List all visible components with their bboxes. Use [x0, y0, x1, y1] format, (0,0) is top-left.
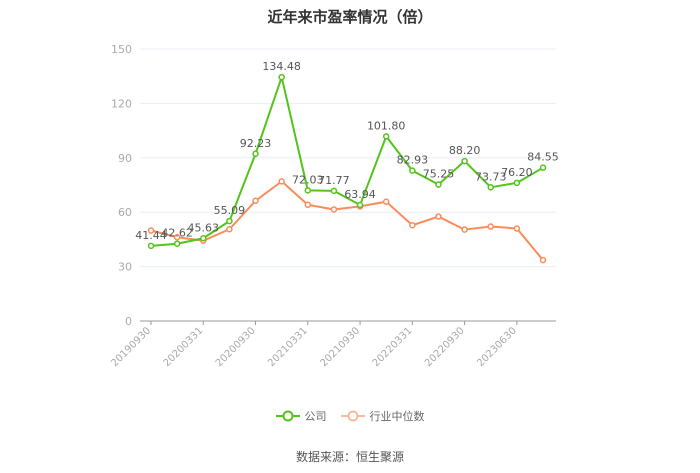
y-tick-label: 150	[111, 43, 132, 56]
data-source: 数据来源：恒生聚源	[295, 450, 404, 464]
legend-item-company[interactable]: 公司	[275, 408, 327, 424]
legend-company-label: 公司	[304, 410, 327, 423]
grid-lines	[140, 48, 556, 268]
legend: 公司 行业中位数	[0, 408, 700, 424]
data-point[interactable]	[147, 242, 155, 250]
data-point[interactable]	[461, 157, 468, 165]
data-label: 45.63	[188, 221, 220, 234]
data-point[interactable]	[382, 198, 390, 205]
data-point[interactable]	[513, 179, 521, 187]
data-point[interactable]	[356, 201, 364, 209]
data-point[interactable]	[435, 181, 442, 188]
data-point[interactable]	[278, 178, 285, 185]
data-label: 84.55	[527, 151, 559, 164]
x-axis	[140, 320, 556, 325]
data-point[interactable]	[435, 213, 442, 220]
data-point[interactable]	[304, 201, 312, 209]
y-tick-label: 120	[111, 97, 132, 110]
data-label: 82.93	[397, 154, 429, 167]
legend-industry-marker-icon	[340, 410, 365, 422]
x-axis-labels: 20190930 20200331 20200930 20210331 20210930…	[109, 325, 519, 369]
chart-title: 近年来市盈率情况（倍）	[267, 8, 433, 26]
legend-item-industry-median[interactable]: 行业中位数	[340, 408, 425, 424]
x-tick-label: 20220930	[423, 325, 467, 369]
x-tick-label: 20200930	[214, 325, 258, 369]
data-label: 76.20	[501, 166, 533, 179]
data-point[interactable]	[304, 187, 312, 194]
data-point[interactable]	[252, 197, 259, 205]
x-tick-label: 20210331	[266, 325, 310, 369]
data-point[interactable]	[409, 222, 416, 229]
x-tick-label: 20190930	[109, 325, 153, 369]
data-label: 71.77	[318, 174, 350, 187]
data-point[interactable]	[487, 184, 494, 191]
data-label: 88.20	[449, 144, 481, 157]
data-label: 92.23	[240, 137, 272, 150]
data-point[interactable]	[539, 256, 547, 264]
data-point[interactable]	[461, 226, 468, 233]
x-tick-label: 20210930	[318, 325, 362, 369]
data-point[interactable]	[513, 225, 521, 232]
data-point[interactable]	[278, 73, 285, 81]
y-tick-label: 30	[118, 261, 132, 274]
x-tick-label: 20220331	[371, 325, 415, 369]
data-point[interactable]	[330, 187, 338, 195]
data-point[interactable]	[173, 233, 181, 241]
data-label: 134.48	[262, 60, 301, 73]
data-label: 73.73	[475, 170, 507, 183]
data-label: 75.25	[423, 168, 455, 181]
x-tick-label: 20230630	[475, 325, 519, 369]
y-tick-label: 90	[118, 152, 132, 165]
x-tick-label: 20200331	[162, 325, 206, 369]
data-point[interactable]	[252, 150, 259, 158]
data-point[interactable]	[226, 217, 233, 225]
data-label: 42.62	[161, 227, 193, 240]
data-point[interactable]	[539, 164, 547, 171]
data-point[interactable]	[382, 133, 390, 140]
data-point[interactable]	[409, 167, 416, 174]
data-point[interactable]	[147, 227, 155, 234]
data-point[interactable]	[226, 225, 233, 233]
y-tick-label: 60	[118, 206, 132, 219]
y-axis-labels: 0 30 60 90 120 150	[111, 43, 132, 328]
data-label: 63.94	[344, 188, 376, 201]
data-label: 101.80	[367, 119, 406, 132]
data-label: 55.09	[214, 204, 246, 217]
data-point[interactable]	[200, 235, 207, 242]
data-point[interactable]	[487, 223, 494, 230]
data-point[interactable]	[173, 240, 181, 247]
data-label: 41.44	[135, 229, 167, 242]
data-point[interactable]	[330, 206, 338, 213]
y-tick-label: 0	[125, 315, 132, 328]
series-company	[147, 73, 547, 250]
data-label: 72.03	[292, 173, 324, 186]
legend-company-marker-icon	[275, 410, 300, 422]
legend-industry-label: 行业中位数	[369, 410, 425, 423]
